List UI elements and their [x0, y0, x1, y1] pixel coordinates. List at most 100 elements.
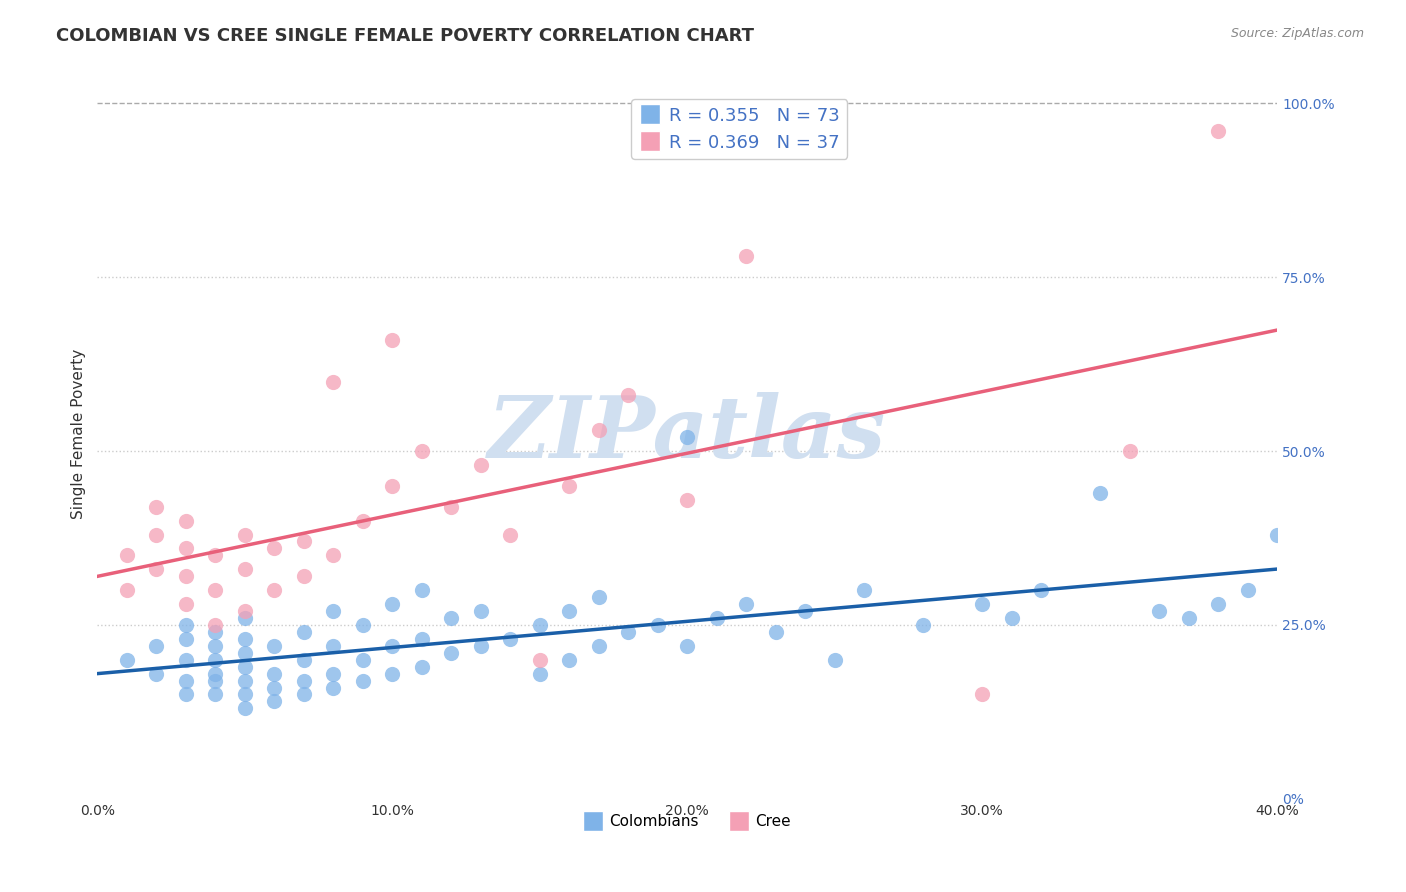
Point: [204, 624, 226, 639]
Point: [233, 562, 256, 576]
Point: [470, 639, 492, 653]
Point: [145, 562, 167, 576]
Text: Source: ZipAtlas.com: Source: ZipAtlas.com: [1230, 27, 1364, 40]
Point: [233, 604, 256, 618]
Point: [292, 673, 315, 688]
Point: [440, 646, 463, 660]
Point: [440, 500, 463, 514]
Point: [1206, 597, 1229, 611]
Point: [174, 632, 197, 646]
Point: [676, 430, 699, 444]
Point: [292, 688, 315, 702]
Point: [1119, 444, 1142, 458]
Point: [647, 618, 669, 632]
Point: [1090, 485, 1112, 500]
Point: [115, 653, 138, 667]
Point: [263, 681, 285, 695]
Point: [322, 681, 344, 695]
Point: [381, 639, 404, 653]
Point: [381, 333, 404, 347]
Point: [381, 479, 404, 493]
Point: [292, 653, 315, 667]
Point: [1265, 527, 1288, 541]
Point: [263, 639, 285, 653]
Point: [204, 639, 226, 653]
Point: [115, 583, 138, 598]
Point: [115, 549, 138, 563]
Point: [824, 653, 846, 667]
Point: [145, 639, 167, 653]
Point: [440, 611, 463, 625]
Point: [174, 597, 197, 611]
Y-axis label: Single Female Poverty: Single Female Poverty: [72, 349, 86, 519]
Point: [322, 549, 344, 563]
Point: [204, 673, 226, 688]
Point: [204, 653, 226, 667]
Point: [233, 646, 256, 660]
Point: [558, 604, 581, 618]
Point: [735, 249, 758, 263]
Point: [470, 458, 492, 472]
Point: [617, 388, 640, 402]
Point: [381, 597, 404, 611]
Point: [145, 666, 167, 681]
Point: [972, 688, 994, 702]
Point: [411, 583, 433, 598]
Point: [204, 618, 226, 632]
Point: [174, 541, 197, 556]
Point: [292, 624, 315, 639]
Point: [263, 666, 285, 681]
Point: [1236, 583, 1258, 598]
Point: [204, 688, 226, 702]
Point: [676, 492, 699, 507]
Point: [588, 423, 610, 437]
Point: [676, 639, 699, 653]
Point: [174, 673, 197, 688]
Point: [204, 666, 226, 681]
Point: [1031, 583, 1053, 598]
Legend: Colombians, Cree: Colombians, Cree: [578, 808, 797, 835]
Point: [617, 624, 640, 639]
Point: [558, 653, 581, 667]
Point: [174, 653, 197, 667]
Point: [352, 673, 374, 688]
Point: [233, 659, 256, 673]
Point: [470, 604, 492, 618]
Point: [145, 527, 167, 541]
Point: [292, 534, 315, 549]
Point: [529, 653, 551, 667]
Point: [233, 688, 256, 702]
Point: [174, 514, 197, 528]
Point: [853, 583, 876, 598]
Point: [263, 541, 285, 556]
Point: [411, 632, 433, 646]
Point: [499, 527, 522, 541]
Point: [706, 611, 728, 625]
Point: [322, 604, 344, 618]
Point: [588, 590, 610, 604]
Point: [411, 659, 433, 673]
Point: [735, 597, 758, 611]
Text: COLOMBIAN VS CREE SINGLE FEMALE POVERTY CORRELATION CHART: COLOMBIAN VS CREE SINGLE FEMALE POVERTY …: [56, 27, 754, 45]
Point: [233, 611, 256, 625]
Point: [1149, 604, 1171, 618]
Point: [174, 618, 197, 632]
Point: [588, 639, 610, 653]
Point: [499, 632, 522, 646]
Point: [233, 527, 256, 541]
Point: [1001, 611, 1024, 625]
Point: [322, 375, 344, 389]
Point: [233, 632, 256, 646]
Point: [292, 569, 315, 583]
Point: [529, 618, 551, 632]
Point: [1178, 611, 1201, 625]
Point: [794, 604, 817, 618]
Point: [1206, 124, 1229, 138]
Point: [204, 549, 226, 563]
Text: ZIPatlas: ZIPatlas: [488, 392, 886, 475]
Point: [174, 688, 197, 702]
Point: [233, 673, 256, 688]
Point: [263, 694, 285, 708]
Point: [233, 701, 256, 715]
Point: [381, 666, 404, 681]
